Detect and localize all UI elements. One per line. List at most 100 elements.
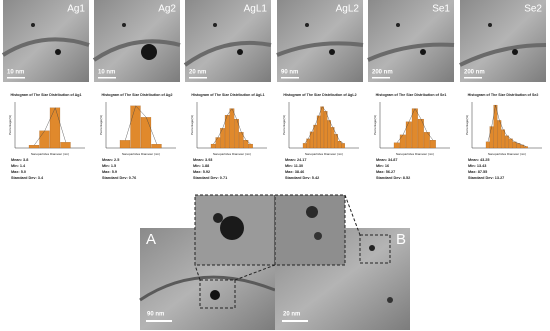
scale-bar (98, 77, 116, 79)
bar (516, 143, 521, 149)
particle (420, 49, 426, 55)
zoom-line (344, 194, 361, 236)
fit-curve (487, 105, 527, 147)
bar (399, 134, 406, 149)
fit-curve (213, 108, 251, 145)
stat-line: Min: 16 (376, 164, 389, 168)
particle (305, 23, 309, 27)
inset (274, 194, 346, 266)
membrane (276, 41, 364, 57)
particle (512, 49, 518, 55)
stat-line: Max: 56.27 (376, 170, 395, 174)
bar (497, 120, 502, 149)
bar (130, 105, 141, 149)
stat-line: Min: 1.5 (102, 164, 116, 168)
zoom-box (359, 234, 391, 264)
stat-line: Min: 1.88 (193, 164, 209, 168)
histogram-title: Histogram of The Size Distribution of Se… (376, 93, 447, 97)
scale-label: 20 nm (189, 70, 206, 76)
particle (141, 44, 157, 60)
particle (329, 49, 335, 55)
bar (508, 138, 513, 149)
scale-bar (464, 77, 482, 79)
particle (396, 23, 400, 27)
stat-line: Standard Dev: 8.52 (376, 176, 410, 180)
stat-line: Max: 87.55 (468, 170, 487, 174)
stat-line: Max: 5.9 (102, 170, 117, 174)
bar (337, 141, 342, 149)
fit-curve (304, 106, 344, 144)
particle (213, 23, 217, 27)
bar (411, 108, 418, 149)
particle (306, 206, 318, 218)
stat-line: Mean: 24.17 (285, 158, 307, 162)
bar (485, 141, 490, 149)
panel-label: Ag2 (158, 4, 176, 15)
scale-label: 20 nm (283, 312, 300, 318)
bar (248, 143, 253, 149)
bar (341, 143, 345, 149)
y-axis-label: Percentage(%) (282, 115, 286, 135)
stat-line: Min: 11.30 (285, 164, 303, 168)
panel-a: A 90 nm (139, 194, 276, 330)
bar (28, 145, 40, 149)
x-axis-label: Nanoparticles Diameter (nm) (305, 152, 343, 156)
stat-line: Mean: 2.5 (102, 158, 119, 162)
fit-curve (125, 105, 157, 145)
bar (39, 130, 50, 149)
particle (237, 49, 243, 55)
scale-label: 200 nm (372, 70, 393, 76)
micrograph (368, 0, 454, 82)
scale-bar (372, 77, 390, 79)
bar (140, 117, 152, 149)
micrograph (185, 0, 271, 82)
zoom-box (199, 279, 236, 309)
bar (49, 107, 61, 149)
bar (323, 111, 328, 149)
bar (313, 124, 317, 149)
stat-line: Standard Dev: 0.71 (193, 176, 227, 180)
scale-label: 90 nm (147, 312, 164, 318)
particle (220, 216, 244, 240)
zoom-line (194, 264, 201, 281)
fit-curve (34, 107, 66, 146)
membrane (92, 39, 181, 62)
fit-curve (396, 108, 434, 143)
bar (302, 143, 307, 149)
membrane (139, 275, 276, 302)
stat-line: Max: 5.0 (11, 170, 26, 174)
histogram-title: Histogram of The Size Distribution of Ag… (283, 93, 356, 97)
histogram-title: Histogram of The Size Distribution of Ag… (191, 93, 264, 97)
bar (215, 137, 221, 149)
bar (229, 108, 235, 149)
stat-line: Standard Dev: 0.76 (102, 176, 136, 180)
y-axis-label: Percentage(%) (190, 115, 194, 135)
x-axis-label: Nanoparticles Diameter (nm) (122, 152, 160, 156)
bar (210, 143, 216, 149)
particle (55, 49, 61, 55)
y-axis-label: Percentage(%) (99, 115, 103, 135)
stat-line: Standard Dev: 5.42 (285, 176, 319, 180)
scale-bar (189, 77, 207, 79)
stat-line: Max: 38.46 (285, 170, 304, 174)
scale-label: 10 nm (98, 70, 115, 76)
histogram-title: Histogram of The Size Distribution of Se… (468, 93, 539, 97)
y-axis-label: Percentage(%) (373, 115, 377, 135)
particle (314, 232, 322, 240)
particle (369, 245, 375, 251)
scale-label: 200 nm (464, 70, 485, 76)
stat-line: Mean: 43.25 (468, 158, 490, 162)
scale-label: 90 nm (281, 70, 298, 76)
histogram-title: Histogram of The Size Distribution of Ag… (11, 93, 82, 97)
particle (488, 23, 492, 27)
zoom-line (234, 264, 276, 281)
panel-label: Ag1 (67, 4, 85, 15)
stat-line: Max: 5.92 (193, 170, 210, 174)
x-axis-label: Nanoparticles Diameter (nm) (31, 152, 69, 156)
histogram-title: Histogram of The Size Distribution of Ag… (102, 93, 173, 97)
bar (330, 127, 335, 149)
x-axis-label: Nanoparticles Diameter (nm) (488, 152, 526, 156)
panel-label: AgL2 (336, 4, 360, 15)
micrograph (277, 0, 363, 82)
